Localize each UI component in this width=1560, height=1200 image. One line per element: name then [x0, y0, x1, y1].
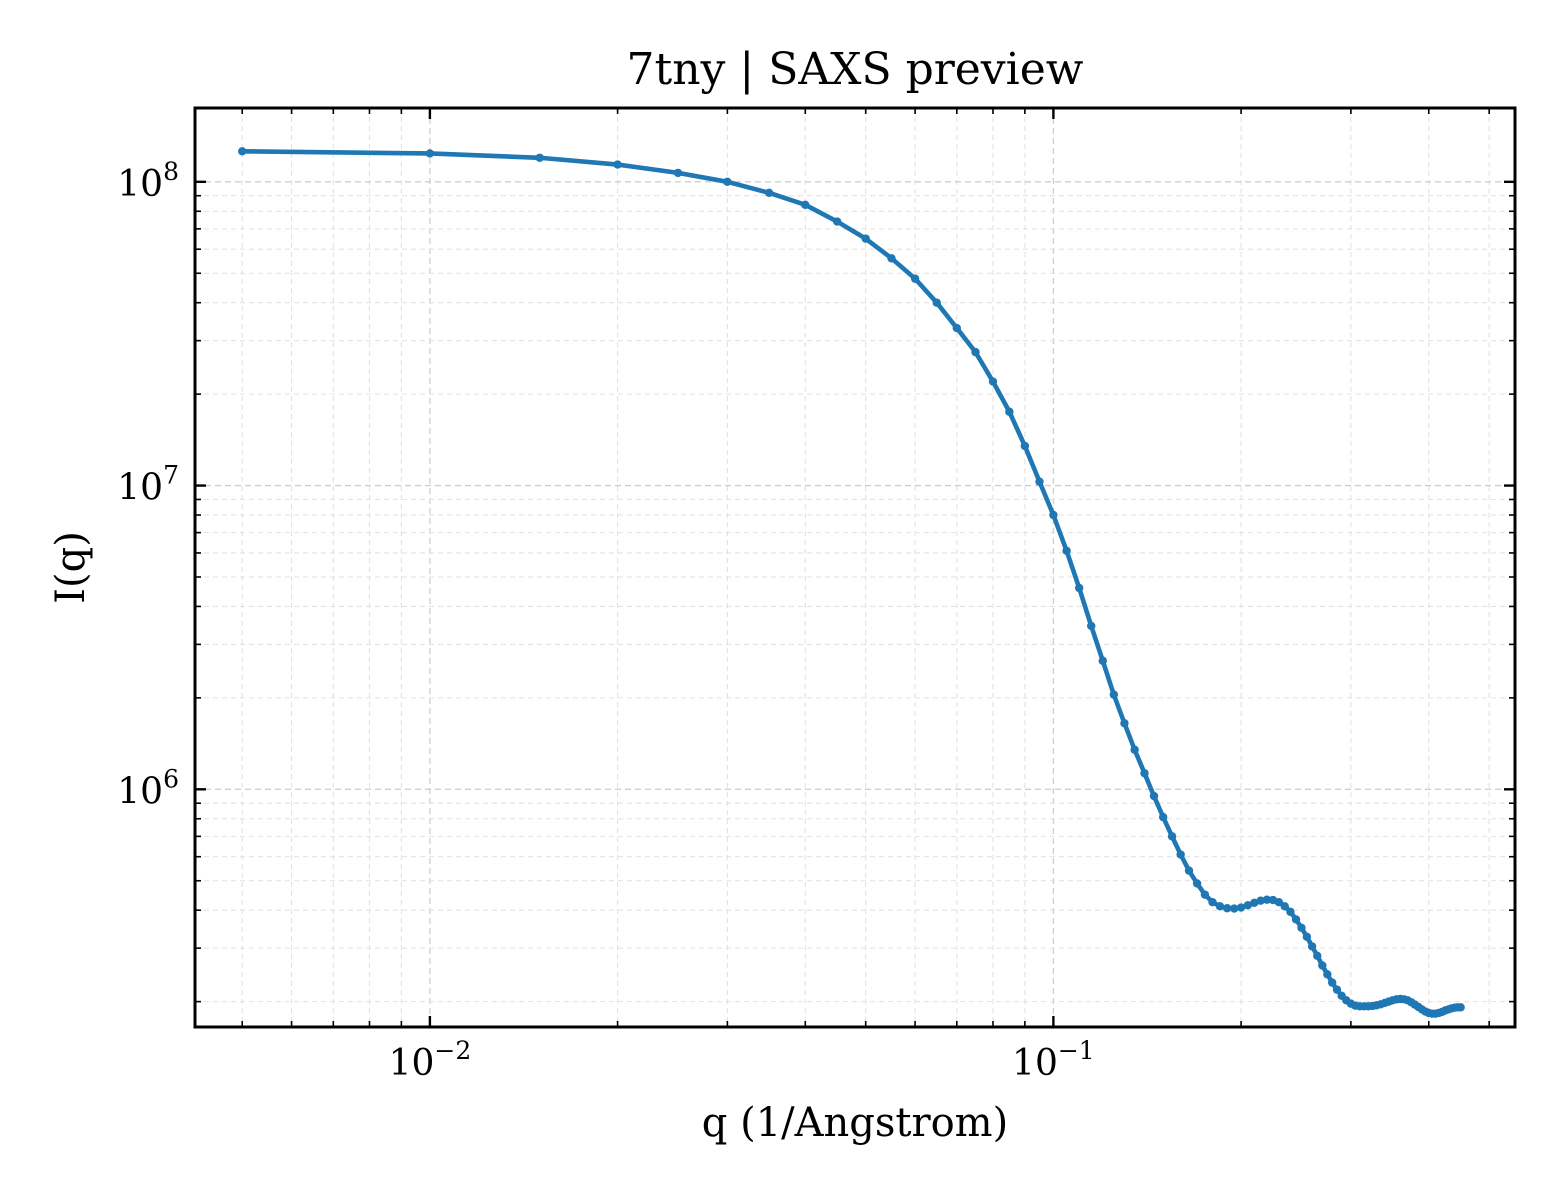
data-point: [1222, 904, 1232, 913]
data-point: [1291, 915, 1301, 924]
data-point: [1167, 832, 1177, 841]
data-point: [952, 323, 962, 333]
data-point: [1020, 441, 1030, 451]
grid: [195, 108, 1515, 1027]
data-point: [1307, 942, 1317, 951]
data-point: [971, 347, 980, 357]
data-point: [1250, 898, 1259, 908]
data-point: [1236, 903, 1246, 912]
tick-labels: 10−2 10−1 106 107 108: [117, 157, 1094, 1084]
data-point: [1274, 897, 1284, 907]
data-point: [1035, 477, 1044, 486]
data-point: [832, 217, 842, 226]
data-point: [1327, 978, 1337, 987]
data-point: [1256, 896, 1265, 905]
data-point: [910, 274, 920, 283]
data-point: [1158, 812, 1168, 822]
data-point: [1262, 895, 1272, 904]
data-point: [1332, 985, 1342, 994]
data-point: [1062, 546, 1071, 555]
data-point: [673, 168, 683, 178]
y-axis-label: I(q): [48, 531, 94, 604]
x-tick-label: 10−2: [389, 1036, 472, 1084]
data-point: [887, 254, 896, 263]
data-point: [1130, 745, 1139, 754]
data-point: [238, 147, 247, 156]
data-point: [535, 153, 544, 162]
data-point: [1140, 768, 1149, 778]
x-axis-label: q (1/Angstrom): [702, 1100, 1008, 1146]
data-point: [1087, 621, 1096, 631]
data-point: [1075, 583, 1084, 593]
data-point: [1120, 719, 1129, 728]
data-point: [723, 177, 732, 187]
y-tick-label: 106: [117, 764, 179, 812]
data-point: [1208, 897, 1217, 907]
data-point: [1297, 923, 1306, 932]
data-point: [932, 298, 941, 307]
data-point: [801, 200, 810, 210]
data-point: [1243, 901, 1252, 910]
data-point: [1184, 866, 1194, 875]
data-point: [1215, 902, 1225, 911]
plot-frame: [193, 106, 1517, 1029]
data-point: [1098, 656, 1107, 665]
data-point: [861, 234, 870, 243]
data-point: [1005, 407, 1014, 416]
data-point: [1200, 890, 1210, 899]
y-tick-label: 107: [117, 461, 179, 509]
data-point: [1302, 932, 1312, 941]
data-point: [1109, 690, 1119, 699]
data-point: [1049, 510, 1058, 520]
data-point: [1280, 902, 1289, 911]
series-layer: [238, 147, 1465, 1018]
data-point: [764, 188, 774, 198]
series-line: [239, 149, 1463, 1016]
data-point: [1192, 879, 1202, 888]
y-tick-label: 108: [117, 157, 179, 205]
data-point: [1286, 907, 1295, 917]
data-point: [1230, 904, 1239, 913]
data-point: [1176, 850, 1185, 859]
data-point: [613, 160, 622, 169]
axis-ticks: [195, 108, 1515, 1027]
data-point: [1318, 961, 1327, 970]
data-point: [1323, 970, 1332, 979]
data-point: [425, 149, 435, 158]
data-point: [1313, 951, 1322, 961]
x-tick-label: 10−1: [1012, 1036, 1095, 1084]
chart-title: 7tny | SAXS preview: [627, 44, 1084, 95]
data-point: [1456, 1003, 1465, 1012]
data-point: [988, 377, 998, 386]
data-point: [1149, 791, 1159, 801]
